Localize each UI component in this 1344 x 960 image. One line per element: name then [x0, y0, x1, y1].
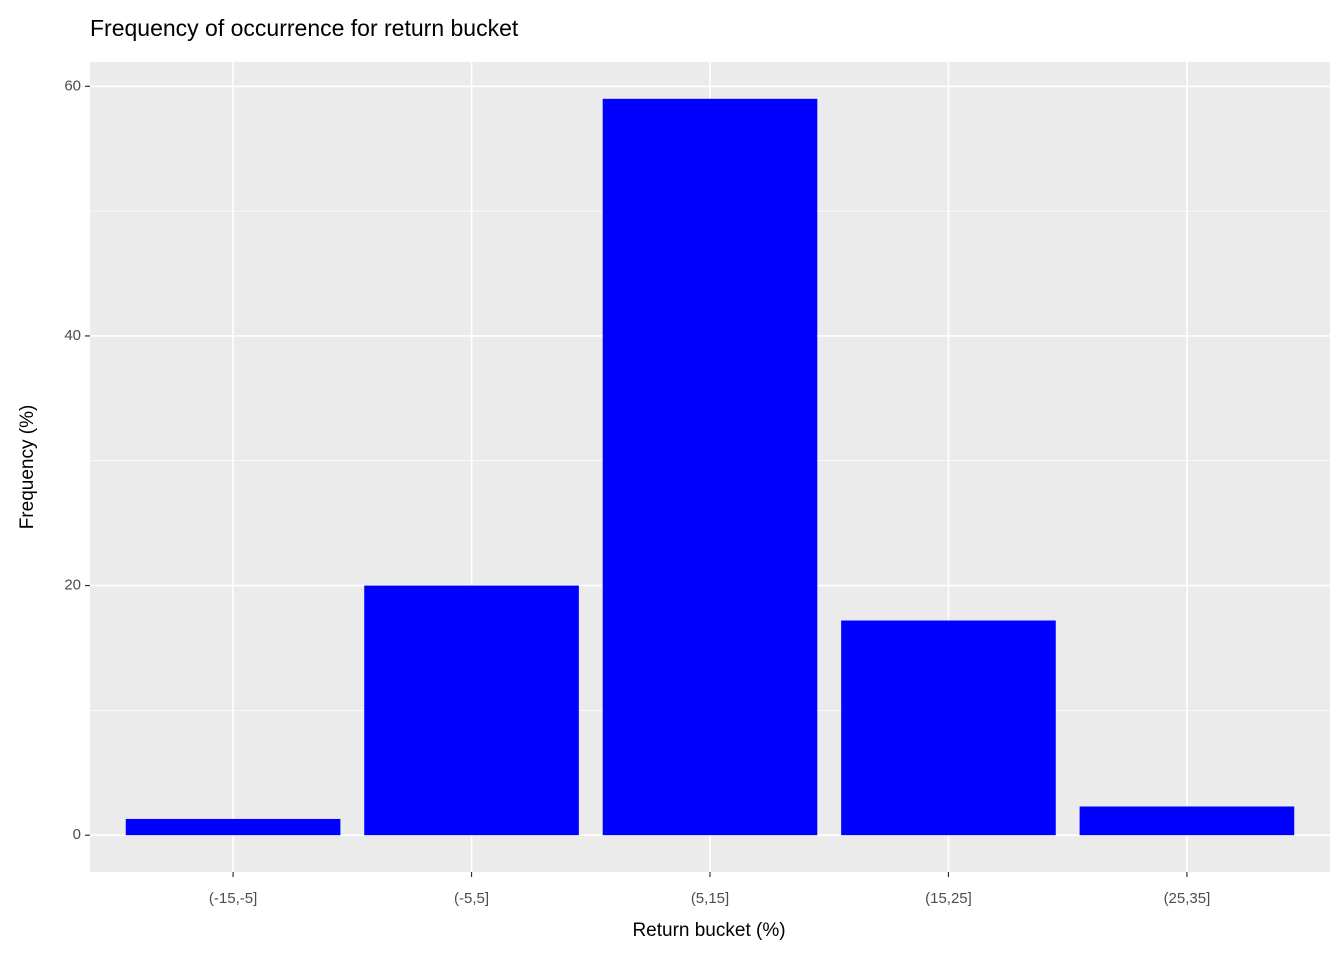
x-tick-label: (15,25]: [925, 890, 972, 907]
bar: [602, 98, 818, 836]
bar: [841, 620, 1056, 836]
y-tick-label: 40: [64, 327, 81, 344]
x-tick-label: (-15,-5]: [209, 890, 257, 907]
bar: [125, 818, 341, 836]
x-tick-label: (5,15]: [691, 890, 729, 907]
y-tick-label: 60: [64, 77, 81, 94]
bar: [364, 585, 579, 836]
y-tick-label: 20: [64, 577, 81, 594]
bar: [1079, 806, 1295, 836]
y-axis-label: Frequency (%): [17, 405, 38, 530]
x-tick-label: (-5,5]: [454, 890, 489, 907]
x-axis-label: Return bucket (%): [632, 920, 785, 941]
y-tick-label: 0: [73, 826, 81, 843]
x-tick-label: (25,35]: [1164, 890, 1211, 907]
chart-title: Frequency of occurrence for return bucke…: [90, 15, 519, 41]
